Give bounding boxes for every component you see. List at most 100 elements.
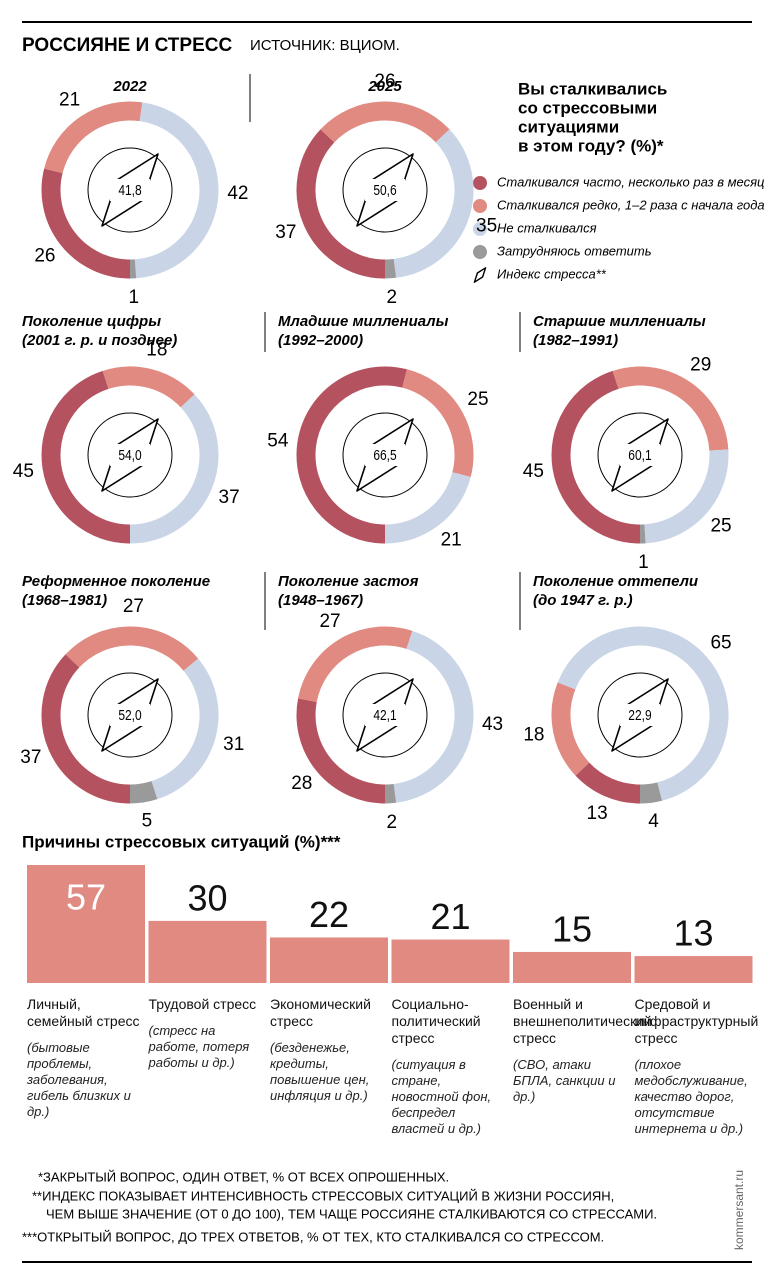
bar [513,951,631,983]
data-label: 31 [223,734,244,755]
legend-label: Сталкивался часто, несколько раз в месяц [497,174,765,189]
chart-subtitle: (1968–1981) [22,592,107,609]
legend-swatch [473,222,487,236]
chart-title: 2022 [112,78,147,95]
chart-title: Поколение оттепели [533,573,698,590]
index-box [365,704,405,726]
data-label: 37 [20,747,41,768]
footnote: ***ОТКРЫТЫЙ ВОПРОС, ДО ТРЕХ ОТВЕТОВ, % О… [22,1229,604,1244]
data-label: 37 [275,222,296,243]
data-label: 27 [123,596,144,617]
data-label: 25 [467,389,488,410]
donut-segment [151,658,219,800]
donut-segment [551,370,641,544]
donut-segment [320,101,450,143]
bar [148,920,267,983]
chart-title: Младшие миллениалы [278,313,449,330]
legend-label: Индекс стресса** [497,266,607,281]
index-box [110,444,150,466]
donut-segment [557,626,729,801]
category-description: (стресс на работе, потеря работы и др.) [148,1023,250,1070]
donut-segment [644,449,729,544]
donut-segment [296,129,386,279]
category-description: (ситуация в стране, новостной фон, беспр… [391,1057,492,1136]
chart-title: Причины стрессовых ситуаций (%)*** [22,832,341,851]
legend-label: Затрудняюсь ответить [497,243,652,258]
donut-segment [41,168,131,279]
data-label: 13 [587,803,608,824]
data-label: 45 [523,461,544,482]
category-name: Экономический стресс [270,996,371,1029]
index-value: 54,0 [118,447,142,464]
legend-swatch [473,176,487,190]
category-label: Личный, семейный стресс (бытовые проблемы… [27,996,145,1120]
category-description: (СВО, атаки БПЛА, санкции и др.) [513,1057,616,1104]
footnote: *ЗАКРЫТЫЙ ВОПРОС, ОДИН ОТВЕТ, % ОТ ВСЕХ … [38,1169,449,1184]
category-label: Средовой и инфраструктурный стресс (плохо… [634,996,759,1137]
category-label: Социально-политический стресс (ситуация в… [392,996,510,1137]
donut-segment [384,258,397,279]
data-label: 43 [482,714,503,735]
donut-segment [296,698,386,804]
category-name: Личный, семейный стресс [27,996,140,1029]
data-label: 26 [34,246,55,267]
donut-segment [393,630,474,803]
index-value: 41,8 [118,182,141,199]
index-value: 42,1 [373,707,396,724]
data-label: 22 [309,894,349,935]
index-value: 60,1 [628,447,651,464]
data-label: 26 [374,71,395,92]
index-box [110,179,150,201]
data-label: 18 [146,339,167,360]
data-label: 27 [319,611,340,632]
donut-segment [129,394,219,544]
data-label: 54 [267,430,289,451]
data-label: 25 [710,515,731,536]
category-description: (плохое медобслуживание, качество дорог,… [634,1057,748,1136]
donut-segment [41,370,131,544]
chart-subtitle: (2001 г. р. и позднее) [22,332,177,349]
legend-title: Вы сталкивались [518,79,667,98]
donut-segment [296,366,407,544]
chart-title: Старшие миллениалы [533,313,706,330]
donut-segment [551,682,590,776]
bar [27,865,145,983]
donut-segment [102,366,195,408]
index-value: 22,9 [628,707,651,724]
legend-title: в этом году? (%)* [518,136,664,155]
legend-label: Сталкивался редко, 1–2 раза с начала год… [497,197,765,212]
data-label: 2 [386,812,397,833]
chart-subtitle: (1948–1967) [278,592,363,609]
data-label: 15 [552,908,592,949]
donut-segment [384,783,397,804]
category-label: Военный и внешнеполитический стресс (СВО,… [513,996,652,1105]
legend-label: Не сталкивался [497,220,597,235]
index-box [365,179,405,201]
category-description: (бытовые проблемы, заболевания, гибель б… [27,1040,131,1119]
index-box [620,704,660,726]
donut-segment [384,471,471,544]
data-label: 18 [523,724,544,745]
bar [634,956,753,983]
page-title: РОССИЯНЕ И СТРЕСС [22,35,232,56]
bar [270,937,388,983]
category-name: Военный и внешнеполитический стресс [513,996,652,1046]
data-label: 30 [187,877,227,918]
data-label: 13 [673,913,713,954]
donut-segment [41,654,131,804]
source: ИСТОЧНИК: ВЦИОМ. [250,37,400,54]
chart-subtitle: (1992–2000) [278,332,363,349]
donut-segment [575,762,641,804]
legend-swatch [473,199,487,213]
data-label: 4 [648,811,659,832]
donut-segment [298,626,413,703]
index-box [110,704,150,726]
legend-title: ситуациями [518,117,619,136]
data-label: 21 [430,896,470,937]
legend-swatch [473,245,487,259]
legend-title: со стрессовыми [518,98,657,117]
category-label: Трудовой стресс (стресс на работе, потеря… [149,996,267,1071]
data-label: 28 [291,773,312,794]
